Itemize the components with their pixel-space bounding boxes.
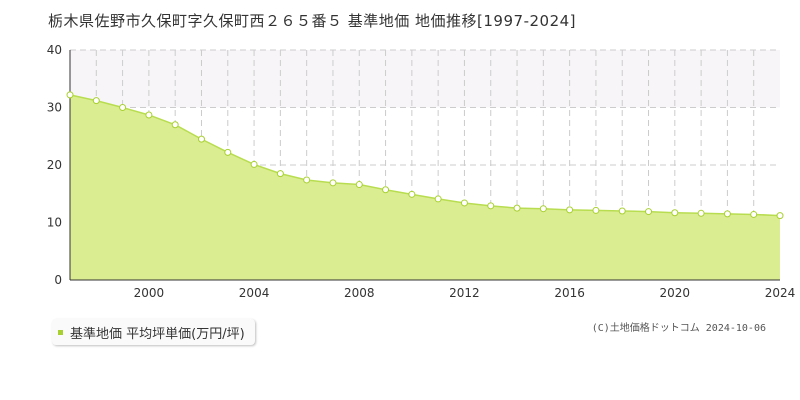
x-tick-label: 2020: [660, 286, 691, 300]
plot-band: [70, 50, 780, 108]
data-point[interactable]: [355, 181, 363, 189]
data-point[interactable]: [303, 176, 311, 184]
data-point[interactable]: [408, 190, 416, 198]
chart-title: 栃木県佐野市久保町字久保町西２６５番５ 基準地価 地価推移[1997-2024]: [48, 12, 577, 30]
data-point[interactable]: [776, 212, 784, 220]
copyright-text: (C)土地価格ドットコム 2024-10-06: [591, 323, 766, 334]
data-point[interactable]: [329, 179, 337, 187]
data-point[interactable]: [92, 97, 100, 105]
data-point[interactable]: [224, 148, 232, 156]
data-point[interactable]: [145, 111, 153, 119]
series-area: [70, 94, 780, 280]
legend-label: 基準地価 平均坪単価(万円/坪): [70, 326, 245, 342]
data-point[interactable]: [750, 210, 758, 218]
legend[interactable]: 基準地価 平均坪単価(万円/坪): [52, 319, 255, 345]
data-point[interactable]: [66, 91, 74, 99]
x-tick-label: 2008: [344, 286, 375, 300]
data-point[interactable]: [592, 206, 600, 214]
series-line: [69, 94, 781, 217]
data-point[interactable]: [119, 104, 127, 111]
y-tick-label: 40: [47, 43, 62, 57]
x-tick-label: 2024: [765, 286, 796, 300]
data-point[interactable]: [276, 170, 284, 178]
data-point[interactable]: [434, 195, 442, 203]
data-point[interactable]: [539, 205, 547, 213]
data-point[interactable]: [382, 186, 390, 194]
x-tick-label: 2012: [449, 286, 480, 300]
x-tick-label: 2004: [239, 286, 270, 300]
data-point[interactable]: [250, 160, 258, 168]
data-point[interactable]: [487, 202, 495, 210]
legend-marker: [58, 329, 63, 335]
data-point[interactable]: [671, 209, 679, 217]
data-point[interactable]: [723, 210, 731, 218]
x-tick-label: 2000: [134, 286, 165, 300]
data-point[interactable]: [513, 204, 521, 212]
y-tick-label: 20: [47, 158, 62, 172]
data-point[interactable]: [460, 199, 468, 207]
data-point[interactable]: [566, 206, 574, 214]
data-point[interactable]: [618, 207, 626, 215]
y-tick-label: 0: [54, 273, 62, 287]
y-tick-label: 10: [47, 216, 62, 230]
y-tick-label: 30: [47, 101, 62, 115]
x-tick-label: 2016: [554, 286, 585, 300]
data-point[interactable]: [697, 209, 705, 217]
data-point[interactable]: [645, 208, 653, 216]
data-point[interactable]: [197, 135, 205, 143]
data-point[interactable]: [171, 121, 179, 129]
